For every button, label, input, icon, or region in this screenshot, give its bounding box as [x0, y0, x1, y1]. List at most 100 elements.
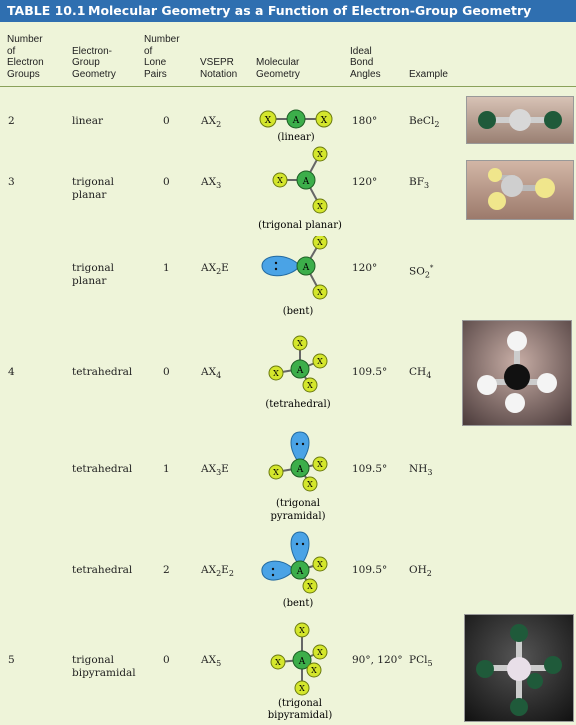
cell-electron-geometry: tetrahedral	[72, 564, 133, 576]
header-groups: Number of Electron Groups	[7, 34, 44, 80]
geometry-caption-line1: (trigonal	[278, 698, 322, 709]
header-example: Example	[409, 68, 448, 80]
cell-vsepr: AX2E	[201, 262, 229, 277]
cell-bond-angles: 120°	[352, 176, 378, 188]
svg-text:X: X	[317, 150, 323, 159]
svg-text:X: X	[265, 116, 272, 126]
geometry-caption: (trigonal planar)	[258, 220, 342, 231]
table-header: Number of Electron Groups Electron- Grou…	[0, 26, 576, 84]
svg-text:X: X	[275, 658, 281, 667]
molecular-geometry-diagram: X A X (linear)	[259, 109, 333, 143]
cell-vsepr: AX4	[201, 366, 222, 381]
svg-text:X: X	[273, 369, 279, 378]
cell-lone-pairs: 0	[163, 176, 170, 188]
svg-text:A: A	[296, 366, 304, 376]
cell-electron-geometry: trigonal bipyramidal	[72, 654, 136, 679]
svg-text:X: X	[307, 480, 313, 489]
geometry-caption: (bent)	[283, 306, 314, 317]
cell-groups: 3	[8, 176, 15, 188]
cell-lone-pairs: 2	[163, 564, 170, 576]
cell-lone-pairs: 0	[163, 366, 170, 378]
svg-text:X: X	[297, 339, 303, 348]
geometry-caption: (linear)	[277, 132, 314, 143]
header-bond-angles: Ideal Bond Angles	[350, 45, 381, 80]
svg-text:X: X	[307, 381, 313, 390]
cell-bond-angles: 90°, 120°	[352, 654, 403, 666]
cell-electron-geometry: linear	[72, 115, 103, 127]
svg-text:X: X	[317, 460, 323, 469]
methane-model-image	[462, 320, 572, 426]
cell-vsepr: AX2E2	[201, 564, 234, 579]
svg-text:A: A	[296, 567, 304, 577]
geometry-caption-line1: (trigonal	[276, 498, 320, 509]
svg-text:A: A	[292, 116, 300, 126]
header-vsepr: VSEPR Notation	[200, 57, 238, 80]
geometry-caption-line2: bipyramidal)	[268, 710, 333, 721]
header-electron-geometry: Electron- Group Geometry	[72, 45, 116, 80]
cell-example: BF3	[409, 176, 430, 191]
lone-pair-lobe	[261, 255, 301, 277]
svg-text:X: X	[317, 648, 323, 657]
beryllium-chloride-model-image	[466, 96, 574, 144]
cell-vsepr: AX5	[201, 654, 222, 669]
svg-text:A: A	[302, 263, 310, 273]
svg-text:X: X	[273, 468, 279, 477]
svg-text:X: X	[317, 238, 323, 247]
svg-text:A: A	[302, 177, 310, 187]
molecular-geometry-diagram: X X X A X X (trigonal bipyramidal)	[268, 622, 333, 721]
cell-vsepr: AX3	[201, 176, 222, 191]
header-lone-pairs: Number of Lone Pairs	[144, 34, 180, 80]
svg-text:X: X	[321, 116, 328, 126]
cell-bond-angles: 180°	[352, 115, 378, 127]
svg-text:X: X	[317, 202, 323, 211]
molecular-geometry-diagram: X A X (bent)	[261, 236, 328, 317]
lone-pair-lobe	[290, 431, 310, 465]
svg-text:X: X	[317, 357, 323, 366]
svg-text:A: A	[296, 465, 304, 475]
cell-vsepr: AX3E	[201, 463, 229, 478]
cell-groups: 4	[8, 366, 15, 378]
svg-text:X: X	[307, 582, 313, 591]
lone-pair-lobe	[290, 531, 310, 567]
molecular-geometry-diagram: X A X (bent)	[261, 531, 328, 609]
svg-text:X: X	[317, 560, 323, 569]
phosphorus-pentachloride-model-image	[464, 614, 574, 722]
molecular-geometry-diagram: X X X A X (tetrahedral)	[265, 335, 331, 410]
svg-text:A: A	[298, 657, 306, 667]
cell-electron-geometry: trigonal planar	[72, 176, 115, 201]
cell-vsepr: AX2	[201, 115, 222, 130]
cell-lone-pairs: 0	[163, 115, 170, 127]
cell-lone-pairs: 1	[163, 262, 170, 274]
cell-lone-pairs: 1	[163, 463, 170, 475]
cell-electron-geometry: trigonal planar	[72, 262, 115, 287]
molecular-geometry-diagram: X X A X (trigonal planar)	[258, 146, 342, 231]
geometry-caption-line2: pyramidal)	[271, 511, 326, 522]
table-title-bar: TABLE 10.1 Molecular Geometry as a Funct…	[0, 0, 576, 22]
cell-bond-angles: 109.5°	[352, 463, 388, 475]
geometry-caption: (tetrahedral)	[265, 399, 330, 410]
svg-text:X: X	[299, 626, 305, 635]
header-molecular-geometry: Molecular Geometry	[256, 57, 300, 80]
cell-example: PCl5	[409, 654, 433, 669]
cell-electron-geometry: tetrahedral	[72, 366, 133, 378]
cell-groups: 5	[8, 654, 15, 666]
svg-text:X: X	[311, 666, 317, 675]
molecular-geometry-diagram: X X A X (trigonal pyramidal)	[268, 431, 328, 522]
svg-text:X: X	[299, 684, 305, 693]
cell-example: OH2	[409, 564, 432, 579]
table-number: TABLE 10.1	[7, 3, 86, 18]
table-title: Molecular Geometry as a Function of Elec…	[88, 3, 532, 18]
svg-text:X: X	[317, 288, 323, 297]
cell-example: SO2*	[409, 264, 434, 280]
cell-electron-geometry: tetrahedral	[72, 463, 133, 475]
svg-text:X: X	[277, 176, 283, 185]
cell-groups: 2	[8, 115, 15, 127]
lone-pair-lobe	[261, 560, 295, 581]
boron-trifluoride-model-image	[466, 160, 574, 220]
cell-lone-pairs: 0	[163, 654, 170, 666]
cell-bond-angles: 109.5°	[352, 564, 388, 576]
geometry-caption: (bent)	[283, 598, 314, 609]
cell-example: BeCl2	[409, 115, 440, 130]
cell-bond-angles: 120°	[352, 262, 378, 274]
